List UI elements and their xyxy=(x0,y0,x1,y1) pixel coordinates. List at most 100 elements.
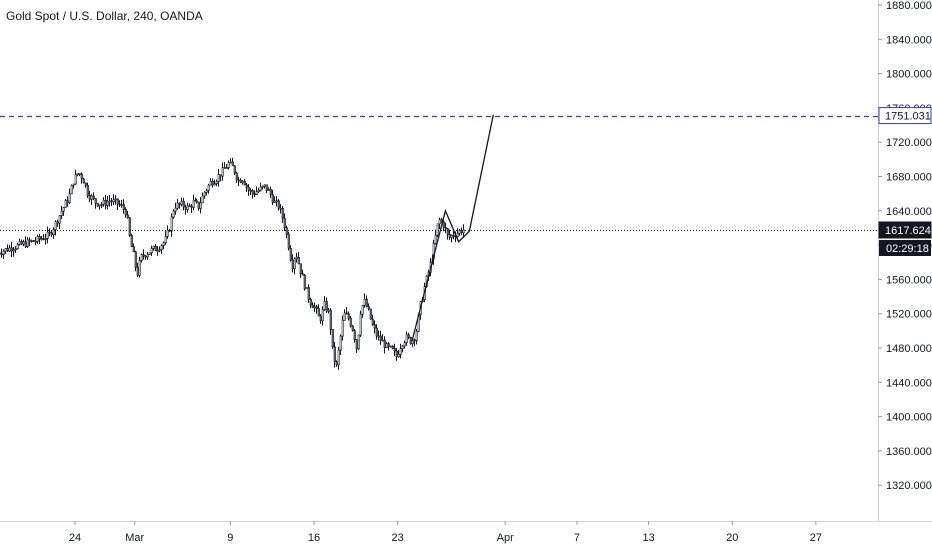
candle-body xyxy=(199,202,202,209)
candle xyxy=(20,239,23,246)
candle-body xyxy=(217,174,220,182)
candle-body xyxy=(363,298,366,306)
horizontal-lines-group xyxy=(0,115,878,231)
candle-body xyxy=(227,162,230,168)
candle xyxy=(80,172,83,184)
time-tick-label: Apr xyxy=(497,532,514,544)
candle xyxy=(192,194,195,211)
candle xyxy=(172,208,175,219)
candle-body xyxy=(409,337,412,345)
candle xyxy=(397,349,400,358)
candle xyxy=(373,320,376,334)
candle-body xyxy=(436,223,439,236)
candle-body xyxy=(144,255,147,258)
candle xyxy=(68,188,71,205)
countdown-box xyxy=(879,239,931,256)
candle-body xyxy=(247,186,250,191)
candle xyxy=(329,308,332,335)
candle-body xyxy=(253,193,256,196)
price-tick-label: 1680.000 xyxy=(886,172,932,184)
candle xyxy=(166,225,169,239)
candle xyxy=(335,360,338,367)
candle xyxy=(231,157,234,167)
candle xyxy=(176,198,179,210)
candle-body xyxy=(102,199,105,205)
candle-body xyxy=(158,249,161,251)
candle-body xyxy=(164,236,167,244)
candle-body xyxy=(146,254,149,258)
candle-body xyxy=(444,226,447,229)
candle-body xyxy=(80,173,83,180)
candle-body xyxy=(287,234,290,249)
candle xyxy=(265,184,268,194)
candle xyxy=(247,184,250,196)
candle-body xyxy=(383,339,386,348)
candle xyxy=(217,168,220,187)
candle xyxy=(295,252,298,263)
candle xyxy=(355,339,358,353)
candle xyxy=(363,293,366,308)
candle xyxy=(205,188,208,196)
candle-body xyxy=(66,200,69,204)
candle-body xyxy=(16,244,19,249)
candle xyxy=(401,344,404,353)
candle xyxy=(259,182,262,192)
candle xyxy=(100,201,103,209)
candle-body xyxy=(359,313,362,336)
candle-body xyxy=(126,214,129,219)
time-tick-label: Mar xyxy=(125,532,144,544)
candle xyxy=(160,244,163,255)
candle-body xyxy=(263,184,266,187)
candle-body xyxy=(134,251,137,268)
candle-body xyxy=(40,238,43,240)
candle xyxy=(0,248,3,258)
price-axis[interactable]: 1880.0001840.0001800.0001760.0001720.000… xyxy=(878,0,932,521)
candle-body xyxy=(323,301,326,310)
candle-body xyxy=(295,256,298,260)
candle xyxy=(325,297,328,313)
candle-body xyxy=(10,247,13,252)
candle xyxy=(311,302,314,309)
candle xyxy=(10,242,13,257)
candle xyxy=(460,227,463,236)
candle xyxy=(170,213,173,237)
candle xyxy=(50,230,53,237)
candle xyxy=(66,196,69,207)
candle xyxy=(317,304,320,317)
candle-body xyxy=(14,248,17,251)
candle xyxy=(385,342,388,349)
candle-body xyxy=(6,248,9,252)
candle-body xyxy=(34,240,37,243)
candle xyxy=(199,196,202,214)
candle xyxy=(98,204,101,210)
time-tick-label: 16 xyxy=(308,532,320,544)
candle xyxy=(207,183,210,194)
candle xyxy=(233,165,236,176)
candle-body xyxy=(207,184,210,191)
candle-body xyxy=(38,236,41,240)
candle xyxy=(8,244,11,253)
candle-body xyxy=(265,184,268,191)
price-tick-label: 1400.000 xyxy=(886,412,932,424)
candle-body xyxy=(377,335,380,338)
candle xyxy=(88,190,91,203)
candle xyxy=(70,184,73,195)
candle-body xyxy=(450,235,453,238)
time-axis[interactable]: 24 Mar 9 16 23 Apr 7 13 20 27 xyxy=(0,521,932,544)
candle-body xyxy=(395,350,398,358)
candle-body xyxy=(88,195,91,200)
candle-body xyxy=(291,259,294,270)
candle xyxy=(225,163,228,169)
candle xyxy=(136,262,139,278)
candle xyxy=(339,334,342,355)
candle xyxy=(154,243,157,251)
candle-body xyxy=(170,216,173,232)
candle xyxy=(456,228,459,240)
candle xyxy=(148,252,151,255)
candle xyxy=(399,343,402,359)
projection-drawing[interactable] xyxy=(411,114,494,342)
candle-body xyxy=(30,240,33,242)
candle-body xyxy=(261,185,264,188)
candle-body xyxy=(201,195,204,204)
